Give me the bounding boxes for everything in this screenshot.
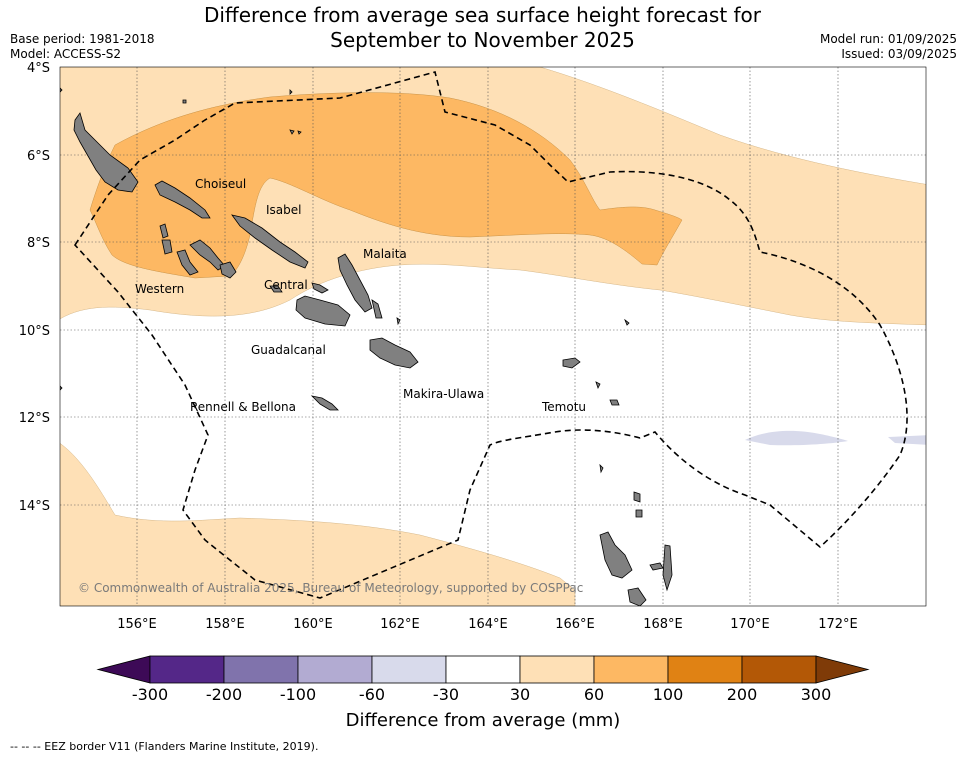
island-makira bbox=[369, 337, 419, 369]
island-torres bbox=[633, 491, 643, 518]
island-maewo bbox=[662, 544, 673, 592]
province-label-malaita: Malaita bbox=[363, 247, 407, 261]
lon-labels: 156°E 158°E 160°E 162°E 164°E 166°E 168°… bbox=[117, 617, 858, 632]
colorbar-cell bbox=[519, 655, 595, 684]
meta-right: Model run: 01/09/2025 Issued: 03/09/2025 bbox=[820, 32, 957, 62]
anomaly-band-60-100 bbox=[89, 92, 683, 279]
colorbar-cell bbox=[667, 655, 743, 684]
island-bougainville bbox=[73, 112, 139, 193]
colorbar-arrow-low bbox=[96, 655, 151, 684]
solomon-islands-land bbox=[60, 87, 673, 606]
province-label-isabel: Isabel bbox=[266, 203, 301, 217]
colorbar: -300 -200 -100 -60 -30 30 60 100 200 300 Differen… bbox=[96, 655, 870, 731]
island-malaita bbox=[337, 253, 373, 313]
island-vanua-lava bbox=[595, 381, 620, 406]
colorbar-cell bbox=[593, 655, 669, 684]
issued-date: Issued: 03/09/2025 bbox=[841, 47, 957, 61]
province-labels: Choiseul Isabel Malaita Western Central … bbox=[135, 177, 586, 414]
lon-label: 156°E bbox=[117, 617, 157, 632]
island-guadalcanal bbox=[295, 295, 351, 327]
island-small-dots bbox=[182, 89, 630, 474]
lat-labels: 4°S 6°S 8°S 10°S 12°S 14°S bbox=[19, 61, 50, 514]
lon-label: 172°E bbox=[818, 617, 858, 632]
map-layers bbox=[60, 67, 926, 606]
island-espiritu-santo bbox=[599, 531, 633, 579]
colorbar-cell bbox=[297, 655, 373, 684]
lon-label: 168°E bbox=[643, 617, 683, 632]
model-name: Model: ACCESS-S2 bbox=[10, 47, 122, 61]
map-gridlines bbox=[60, 67, 926, 606]
province-label-temotu: Temotu bbox=[541, 400, 586, 414]
colorbar-cell bbox=[149, 655, 225, 684]
colorbar-tick-label: 60 bbox=[584, 685, 604, 704]
colorbar-arrow-high bbox=[815, 655, 870, 684]
anomaly-band-30-60-south bbox=[60, 443, 576, 606]
island-ambae bbox=[649, 562, 664, 571]
colorbar-cell bbox=[445, 655, 521, 684]
colorbar-tick-label: 200 bbox=[727, 685, 758, 704]
colorbar-cell bbox=[371, 655, 447, 684]
province-label-choiseul: Choiseul bbox=[195, 177, 246, 191]
lon-label: 164°E bbox=[468, 617, 508, 632]
colorbar-label: Difference from average (mm) bbox=[346, 710, 621, 731]
colorbar-ticks: -300 -200 -100 -60 -30 30 60 100 200 300 bbox=[132, 685, 831, 704]
lat-label: 12°S bbox=[19, 411, 50, 426]
colorbar-tick-label: -300 bbox=[132, 685, 168, 704]
colorbar-tick-label: 30 bbox=[510, 685, 530, 704]
province-label-guadalcanal: Guadalcanal bbox=[251, 343, 326, 357]
colorbar-cell bbox=[741, 655, 817, 684]
title-line-2: September to November 2025 bbox=[330, 28, 635, 52]
province-label-rennell-bellona: Rennell & Bellona bbox=[190, 400, 296, 414]
island-russell bbox=[269, 285, 283, 293]
model-run: Model run: 01/09/2025 bbox=[819, 32, 957, 46]
eez-border bbox=[73, 71, 908, 599]
lat-label: 4°S bbox=[27, 61, 50, 76]
island-kolombangara bbox=[219, 261, 237, 279]
copyright-notice: © Commonwealth of Australia 2025, Bureau… bbox=[78, 581, 583, 595]
lat-label: 10°S bbox=[19, 324, 50, 339]
colorbar-tick-label: -200 bbox=[206, 685, 242, 704]
island-small-malaita bbox=[371, 299, 383, 319]
lon-label: 170°E bbox=[730, 617, 770, 632]
lat-label: 6°S bbox=[27, 149, 50, 164]
anomaly-patch-negative bbox=[745, 430, 926, 446]
island-isabel bbox=[231, 214, 309, 269]
island-choiseul bbox=[154, 180, 211, 219]
island-malakula bbox=[627, 587, 647, 606]
colorbar-tick-label: -60 bbox=[359, 685, 385, 704]
colorbar-tick-label: -100 bbox=[280, 685, 316, 704]
island-vella-lavella bbox=[161, 239, 173, 255]
lon-label: 158°E bbox=[205, 617, 245, 632]
map-title: Difference from average sea surface heig… bbox=[0, 3, 965, 53]
island-small-left bbox=[60, 87, 63, 391]
map-frame bbox=[59, 66, 927, 607]
island-santa-cruz bbox=[562, 357, 581, 369]
colorbar-cells bbox=[96, 655, 870, 684]
eez-legend: -- -- -- EEZ border V11 (Flanders Marine… bbox=[10, 740, 319, 753]
island-rennell bbox=[310, 395, 339, 411]
colorbar-tick-label: -30 bbox=[433, 685, 459, 704]
lon-label: 162°E bbox=[380, 617, 420, 632]
lat-label: 14°S bbox=[19, 499, 50, 514]
lon-label: 160°E bbox=[293, 617, 333, 632]
province-label-makira-ulawa: Makira-Ulawa bbox=[403, 387, 484, 401]
island-florida bbox=[311, 282, 329, 294]
colorbar-cell bbox=[223, 655, 299, 684]
colorbar-tick-label: 100 bbox=[653, 685, 684, 704]
lat-label: 8°S bbox=[27, 236, 50, 251]
province-label-central: Central bbox=[264, 278, 308, 292]
province-label-western: Western bbox=[135, 282, 184, 296]
base-period: Base period: 1981-2018 bbox=[10, 32, 155, 46]
meta-left: Base period: 1981-2018 Model: ACCESS-S2 bbox=[10, 32, 155, 62]
colorbar-tick-label: 300 bbox=[801, 685, 832, 704]
title-line-1: Difference from average sea surface heig… bbox=[203, 3, 762, 27]
lon-label: 166°E bbox=[555, 617, 595, 632]
